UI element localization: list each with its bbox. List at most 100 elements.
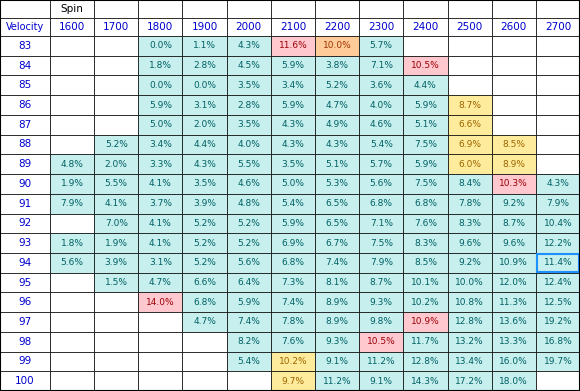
Bar — [536, 154, 580, 174]
Text: 10.1%: 10.1% — [411, 278, 440, 287]
Text: 10.2%: 10.2% — [411, 298, 440, 307]
Bar — [359, 18, 403, 36]
Text: 6.9%: 6.9% — [281, 239, 305, 248]
Bar — [492, 253, 536, 273]
Text: 7.3%: 7.3% — [281, 278, 305, 287]
Text: 91: 91 — [19, 199, 32, 209]
Bar — [315, 312, 359, 332]
Bar — [271, 154, 315, 174]
Text: Spin: Spin — [61, 4, 84, 14]
Text: 5.1%: 5.1% — [325, 160, 349, 169]
Bar — [403, 135, 448, 154]
Bar — [492, 0, 536, 18]
Bar — [271, 194, 315, 213]
Bar — [492, 292, 536, 312]
Bar — [139, 95, 183, 115]
Bar — [492, 332, 536, 352]
Bar — [315, 18, 359, 36]
Bar — [315, 36, 359, 56]
Bar — [271, 233, 315, 253]
Bar — [536, 0, 580, 18]
Bar — [536, 36, 580, 56]
Bar — [403, 0, 448, 18]
Bar — [183, 18, 227, 36]
Bar — [183, 371, 227, 391]
Text: 5.9%: 5.9% — [281, 219, 305, 228]
Text: 8.5%: 8.5% — [414, 258, 437, 267]
Text: 8.2%: 8.2% — [237, 337, 260, 346]
Text: 1.9%: 1.9% — [105, 239, 128, 248]
Bar — [315, 154, 359, 174]
Text: 3.7%: 3.7% — [149, 199, 172, 208]
Text: 4.7%: 4.7% — [193, 317, 216, 326]
Bar — [448, 115, 492, 135]
Bar — [227, 371, 271, 391]
Bar — [139, 154, 183, 174]
Bar — [94, 312, 139, 332]
Bar — [0, 174, 50, 194]
Bar — [403, 154, 448, 174]
Bar — [227, 332, 271, 352]
Bar — [0, 273, 50, 292]
Bar — [139, 332, 183, 352]
Text: 4.3%: 4.3% — [193, 160, 216, 169]
Bar — [492, 115, 536, 135]
Bar — [183, 194, 227, 213]
Text: 6.8%: 6.8% — [414, 199, 437, 208]
Bar — [315, 75, 359, 95]
Text: 3.9%: 3.9% — [193, 199, 216, 208]
Bar — [0, 233, 50, 253]
Text: 6.8%: 6.8% — [281, 258, 305, 267]
Bar — [359, 36, 403, 56]
Bar — [315, 352, 359, 371]
Bar — [448, 56, 492, 75]
Bar — [227, 312, 271, 332]
Text: 5.9%: 5.9% — [281, 100, 305, 109]
Text: 13.4%: 13.4% — [455, 357, 484, 366]
Text: 8.7%: 8.7% — [370, 278, 393, 287]
Text: 12.4%: 12.4% — [543, 278, 572, 287]
Bar — [0, 36, 50, 56]
Bar — [492, 194, 536, 213]
Text: 5.3%: 5.3% — [325, 179, 349, 188]
Bar — [183, 36, 227, 56]
Text: 7.6%: 7.6% — [414, 219, 437, 228]
Bar — [403, 233, 448, 253]
Bar — [50, 18, 94, 36]
Bar — [50, 371, 94, 391]
Bar — [50, 213, 94, 233]
Text: 9.6%: 9.6% — [502, 239, 525, 248]
Text: 96: 96 — [19, 297, 32, 307]
Text: 1.8%: 1.8% — [60, 239, 84, 248]
Bar — [315, 95, 359, 115]
Bar — [536, 194, 580, 213]
Text: 3.5%: 3.5% — [193, 179, 216, 188]
Bar — [50, 332, 94, 352]
Text: 4.3%: 4.3% — [325, 140, 349, 149]
Text: 84: 84 — [19, 61, 32, 71]
Bar — [50, 154, 94, 174]
Text: 11.4%: 11.4% — [543, 258, 572, 267]
Bar — [271, 371, 315, 391]
Bar — [271, 213, 315, 233]
Bar — [183, 332, 227, 352]
Bar — [50, 75, 94, 95]
Text: 5.4%: 5.4% — [281, 199, 305, 208]
Bar — [94, 56, 139, 75]
Text: 11.2%: 11.2% — [323, 377, 351, 386]
Text: 18.0%: 18.0% — [499, 377, 528, 386]
Text: 9.2%: 9.2% — [502, 199, 525, 208]
Text: 5.2%: 5.2% — [193, 219, 216, 228]
Bar — [492, 75, 536, 95]
Text: 7.5%: 7.5% — [370, 239, 393, 248]
Text: 6.6%: 6.6% — [193, 278, 216, 287]
Bar — [359, 154, 403, 174]
Text: 7.1%: 7.1% — [370, 61, 393, 70]
Bar — [139, 213, 183, 233]
Bar — [139, 233, 183, 253]
Bar — [315, 371, 359, 391]
Text: 12.8%: 12.8% — [411, 357, 440, 366]
Text: 6.8%: 6.8% — [370, 199, 393, 208]
Bar — [0, 352, 50, 371]
Text: 1.8%: 1.8% — [149, 61, 172, 70]
